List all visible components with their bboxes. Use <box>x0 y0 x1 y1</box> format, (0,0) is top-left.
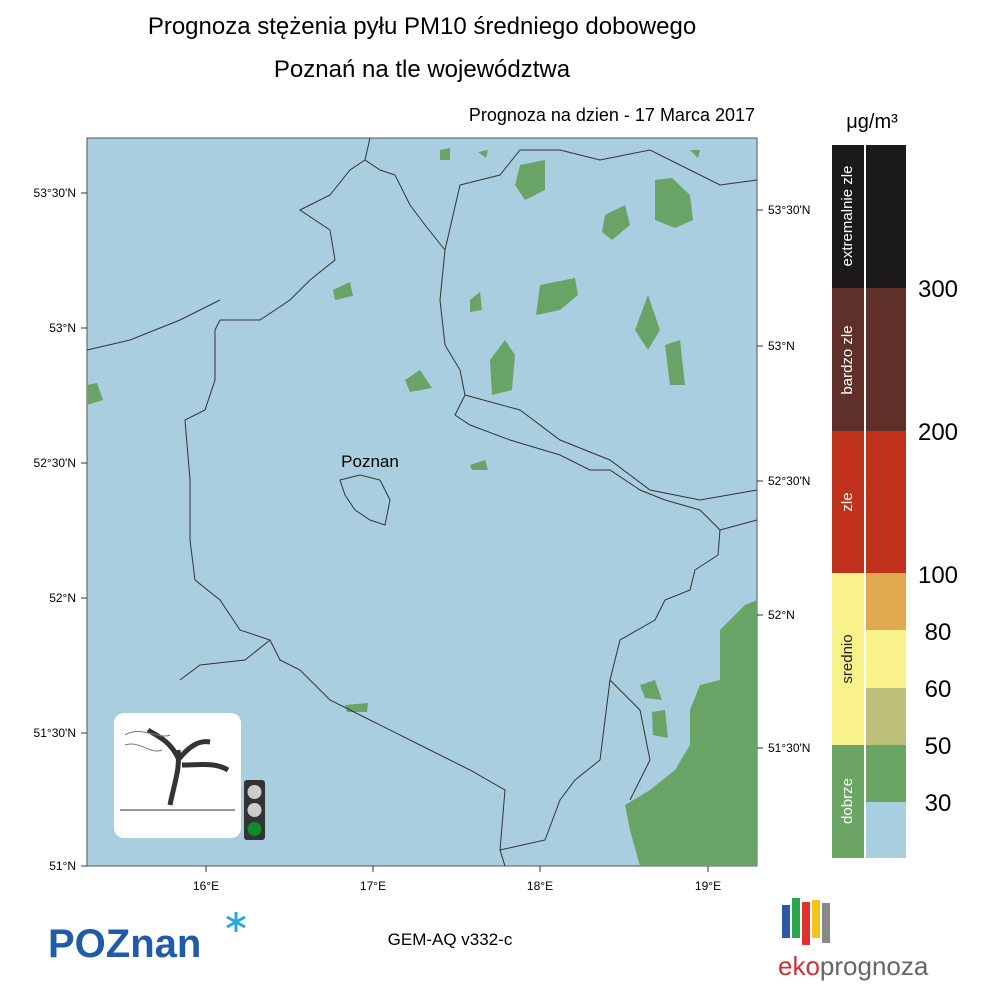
category-label: dobrze <box>839 778 856 824</box>
logo-right-a: eko <box>778 951 820 981</box>
category-label: bardzo zle <box>839 325 856 394</box>
weather-icon <box>114 713 265 840</box>
logo-ekoprognoza: ekoprognoza <box>778 898 929 981</box>
category-label: extremalnie zle <box>839 166 856 267</box>
lon-tick-label: 16°E <box>193 879 219 893</box>
lat-tick-label: 53°30'N <box>34 186 76 200</box>
threshold-label: 80 <box>925 619 952 646</box>
lat-tick-label: 53°N <box>768 339 795 353</box>
lat-tick-label: 53°N <box>49 321 76 335</box>
logo-left: POZnan <box>48 922 201 966</box>
lat-tick-label: 52°N <box>49 591 76 605</box>
threshold-label: 300 <box>918 276 958 303</box>
lon-tick-label: 19°E <box>695 879 721 893</box>
lon-tick-label: 18°E <box>527 879 553 893</box>
category-label: srednio <box>839 634 856 683</box>
lat-tick-label: 53°30'N <box>768 203 810 217</box>
green-areas <box>87 148 757 866</box>
threshold-label: 50 <box>925 733 952 760</box>
boundaries <box>86 137 758 867</box>
logo-right-b: prognoza <box>820 951 929 981</box>
legend: μg/m³ extremalnie zle bardzo zle zle sredni… <box>832 111 958 858</box>
title: Prognoza stężenia pyłu PM10 średniego do… <box>148 13 696 40</box>
lat-tick-label: 52°30'N <box>34 456 76 470</box>
legend-unit: μg/m³ <box>846 111 898 133</box>
map: Poznan 53°30'N 53°N 52°30'N 52°N 51°30'N 51°N… <box>34 137 811 893</box>
threshold-label: 30 <box>925 790 952 817</box>
place-label: Poznan <box>341 452 399 471</box>
lat-tick-label: 51°30'N <box>34 726 76 740</box>
lat-tick-label: 52°30'N <box>768 474 810 488</box>
lat-tick-label: 52°N <box>768 608 795 622</box>
subtitle: Poznań na tle województwa <box>274 56 571 83</box>
lat-tick-label: 51°N <box>49 859 76 873</box>
threshold-label: 100 <box>918 562 958 589</box>
axis-ticks: 53°30'N 53°N 52°30'N 52°N 51°30'N 51°N 53°30'N… <box>34 186 811 893</box>
date-label: Prognoza na dzien - 17 Marca 2017 <box>469 105 755 125</box>
lon-tick-label: 17°E <box>360 879 386 893</box>
lat-tick-label: 51°30'N <box>768 741 810 755</box>
model-label: GEM-AQ v332-c <box>388 930 513 949</box>
logo-right: ekoprognoza <box>778 951 929 981</box>
threshold-label: 60 <box>925 676 952 703</box>
legend-labels: extremalnie zle bardzo zle zle srednio dobrz… <box>839 166 958 824</box>
category-label: zle <box>839 492 856 511</box>
logo-poznan: POZnan <box>48 912 246 966</box>
threshold-label: 200 <box>918 419 958 446</box>
